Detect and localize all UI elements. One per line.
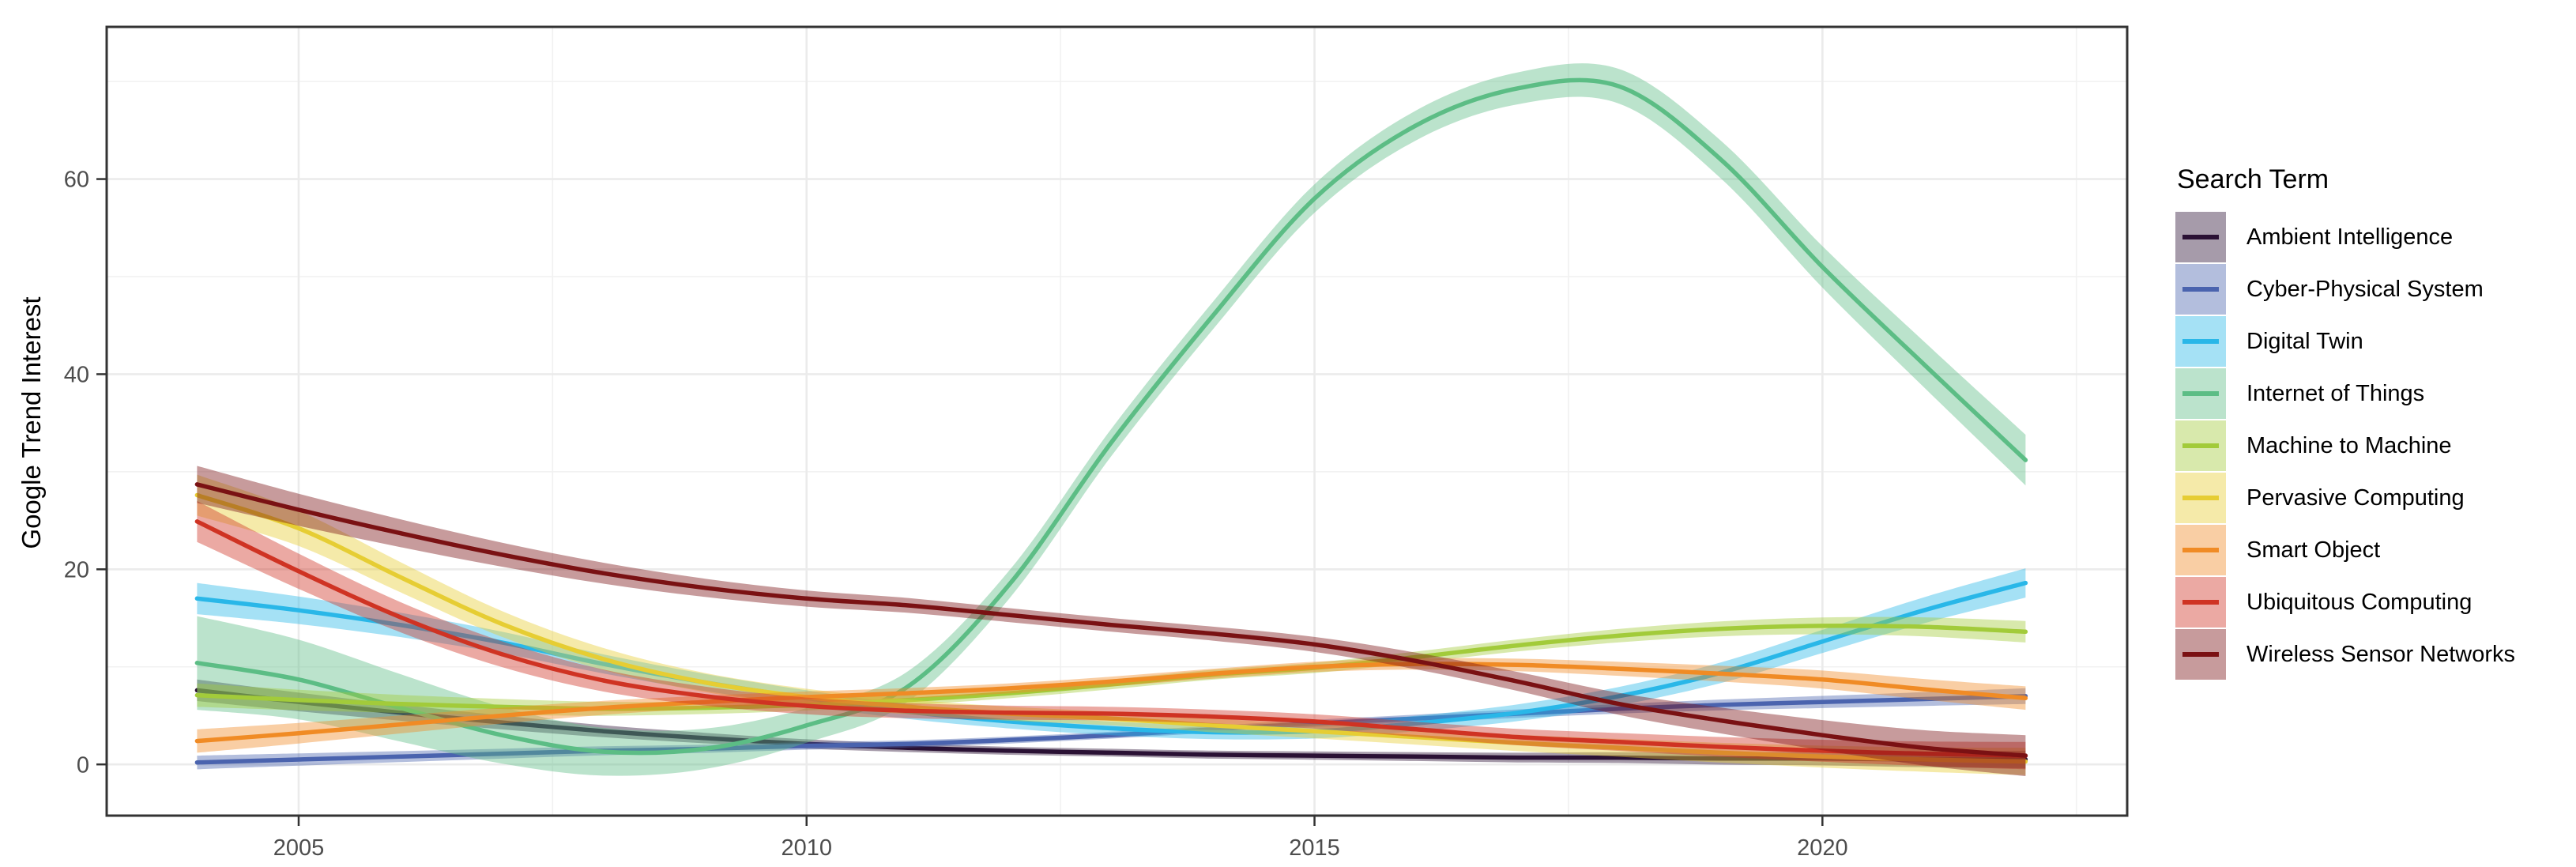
legend-key-line-ubiquitous-computing [2182, 600, 2219, 605]
legend-label-pervasive-computing: Pervasive Computing [2246, 484, 2465, 511]
legend-label-internet-of-things: Internet of Things [2246, 380, 2425, 406]
legend-item-digital-twin: Digital Twin [2175, 315, 2515, 368]
legend-label-cyber-physical-system: Cyber-Physical System [2246, 276, 2484, 302]
legend-label-digital-twin: Digital Twin [2246, 328, 2363, 354]
legend-key-swatch-internet-of-things [2175, 368, 2226, 419]
legend-key-swatch-machine-to-machine [2175, 420, 2226, 471]
axis-ticks [96, 178, 1824, 826]
confidence-ribbon-digital-twin [197, 568, 2026, 740]
series-layer [194, 63, 2028, 776]
x-tick-label-2015: 2015 [1289, 835, 1340, 861]
y-axis-title: Google Trend Interest [17, 296, 46, 549]
legend-item-internet-of-things: Internet of Things [2175, 368, 2515, 420]
trend-line-cyber-physical-system [194, 694, 2028, 765]
y-tick-label-60: 60 [64, 168, 89, 193]
legend-key-swatch-cyber-physical-system [2175, 264, 2226, 315]
legend-items: Ambient Intelligence Cyber-Physical Syste… [2175, 211, 2515, 680]
legend-key-line-pervasive-computing [2182, 496, 2219, 500]
legend-key-swatch-ubiquitous-computing [2175, 577, 2226, 628]
y-tick-label-40: 40 [64, 363, 89, 388]
legend-key-line-digital-twin [2182, 339, 2219, 344]
legend-title: Search Term [2177, 164, 2329, 194]
legend-item-ambient-intelligence: Ambient Intelligence [2175, 211, 2515, 263]
trend-line-ubiquitous-computing [194, 519, 2028, 758]
legend-item-ubiquitous-computing: Ubiquitous Computing [2175, 576, 2515, 628]
legend-key-swatch-wireless-sensor-networks [2175, 629, 2226, 680]
legend-item-smart-object: Smart Object [2175, 524, 2515, 576]
legend-label-ambient-intelligence: Ambient Intelligence [2246, 224, 2454, 250]
trend-line-wireless-sensor-networks [194, 482, 2028, 758]
y-tick-label-0: 0 [77, 752, 89, 778]
gridlines-minor [107, 27, 2127, 816]
trend-line-ambient-intelligence [194, 688, 2028, 762]
legend-item-pervasive-computing: Pervasive Computing [2175, 472, 2515, 524]
legend-key-line-wireless-sensor-networks [2182, 652, 2219, 657]
trend-line-internet-of-things [194, 77, 2028, 756]
trend-line-smart-object [194, 662, 2028, 744]
confidence-ribbon-wireless-sensor-networks [197, 466, 2026, 776]
legend-key-line-ambient-intelligence [2182, 235, 2219, 239]
trend-line-pervasive-computing [194, 492, 2028, 764]
x-tick-label-2020: 2020 [1797, 835, 1848, 861]
legend-item-cyber-physical-system: Cyber-Physical System [2175, 263, 2515, 315]
y-tick-label-20: 20 [64, 557, 89, 582]
legend-label-smart-object: Smart Object [2246, 537, 2381, 563]
x-tick-label-2005: 2005 [273, 835, 325, 861]
legend-item-machine-to-machine: Machine to Machine [2175, 420, 2515, 472]
legend-key-swatch-pervasive-computing [2175, 473, 2226, 523]
x-tick-label-2010: 2010 [781, 835, 833, 861]
trend-line-machine-to-machine [194, 624, 2028, 711]
legend-label-machine-to-machine: Machine to Machine [2246, 432, 2452, 458]
legend-key-line-internet-of-things [2182, 391, 2219, 396]
legend-item-wireless-sensor-networks: Wireless Sensor Networks [2175, 628, 2515, 680]
legend-key-line-smart-object [2182, 548, 2219, 552]
legend-key-swatch-ambient-intelligence [2175, 212, 2226, 262]
confidence-ribbon-smart-object [197, 658, 2026, 753]
legend-key-swatch-digital-twin [2175, 316, 2226, 367]
legend-key-line-cyber-physical-system [2182, 287, 2219, 292]
legend-label-wireless-sensor-networks: Wireless Sensor Networks [2246, 641, 2516, 667]
gridlines-major [107, 27, 2127, 816]
legend: Search Term Ambient Intelligence Cyber-Ph… [2175, 164, 2515, 680]
panel-border [105, 25, 2129, 817]
legend-key-swatch-smart-object [2175, 525, 2226, 575]
legend-key-line-machine-to-machine [2182, 443, 2219, 448]
legend-label-ubiquitous-computing: Ubiquitous Computing [2246, 589, 2472, 615]
